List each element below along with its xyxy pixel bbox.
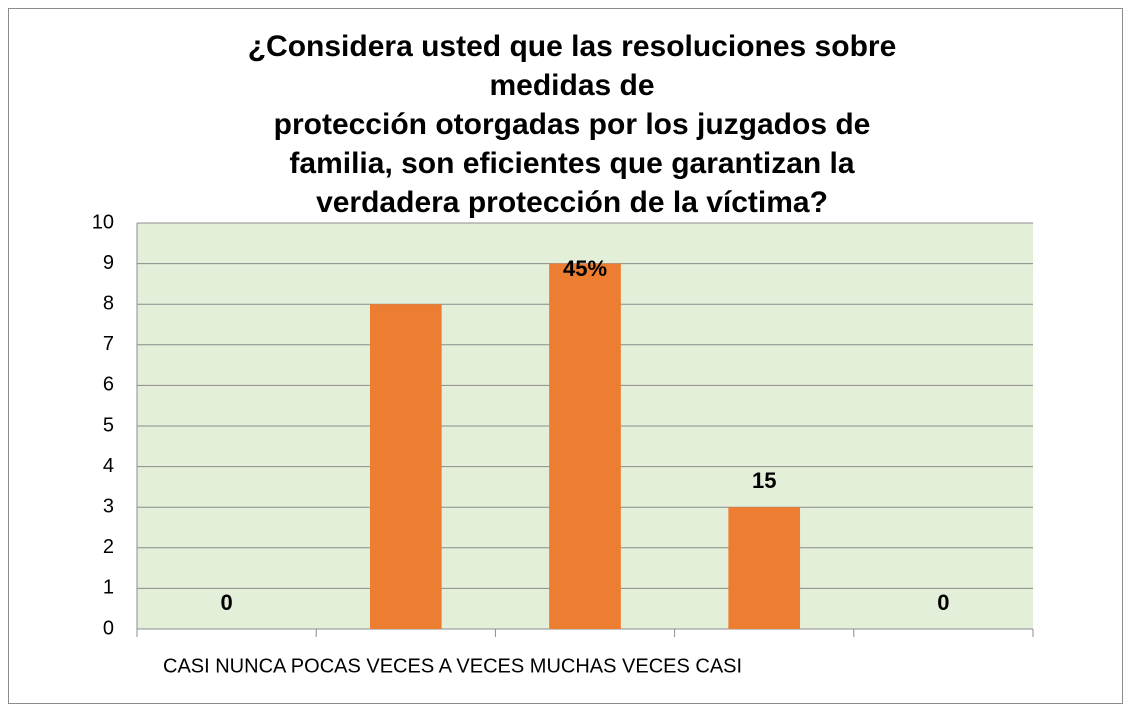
chart-title: ¿Considera usted que las resoluciones so… <box>248 30 897 63</box>
y-tick-label: 3 <box>103 495 114 517</box>
bar <box>728 507 801 629</box>
y-tick-label: 4 <box>103 455 114 477</box>
y-tick-label: 8 <box>103 292 114 314</box>
y-tick-label: 1 <box>103 577 114 599</box>
y-tick-label: 2 <box>103 536 114 558</box>
chart-title: protección otorgadas por los juzgados de <box>274 108 871 141</box>
y-tick-label: 6 <box>103 374 114 396</box>
bar <box>549 263 621 629</box>
bar <box>369 304 442 629</box>
y-tick-label: 5 <box>103 414 114 436</box>
chart-title: familia, son eficientes que garantizan l… <box>289 147 854 180</box>
y-tick-label: 0 <box>103 617 114 639</box>
data-label: 0 <box>937 590 949 615</box>
x-axis-label: CASI NUNCA POCAS VECES A VECES MUCHAS VE… <box>163 655 742 677</box>
y-tick-label: 9 <box>103 252 114 274</box>
data-label: 15 <box>752 468 776 493</box>
data-label: 45% <box>563 256 607 281</box>
data-label: 0 <box>220 590 232 615</box>
chart-title: medidas de <box>489 69 654 102</box>
y-tick-label: 7 <box>103 333 114 355</box>
chart-title: verdadera protección de la víctima? <box>316 186 828 219</box>
y-tick-label: 10 <box>92 211 114 233</box>
